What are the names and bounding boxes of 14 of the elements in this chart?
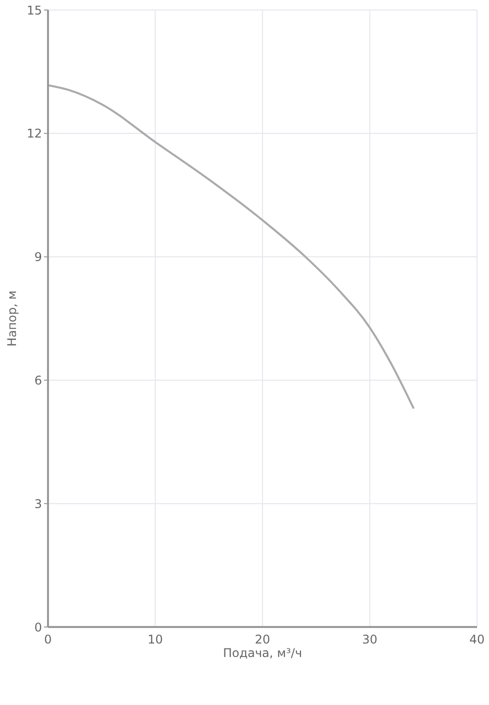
- x-axis-title: Подача, м³/ч: [222, 646, 302, 660]
- x-tick-label: 0: [44, 632, 52, 647]
- y-tick-label: 15: [26, 3, 42, 18]
- x-tick-label: 10: [148, 632, 163, 647]
- y-tick-label: 9: [34, 250, 42, 264]
- x-tick-label: 20: [254, 632, 270, 647]
- x-tick-label: 30: [362, 632, 378, 647]
- y-axis-title: Напор, м: [5, 290, 19, 346]
- y-tick-label: 3: [34, 496, 42, 511]
- y-tick-label: 0: [34, 620, 42, 634]
- x-tick-label: 40: [469, 632, 485, 647]
- line-series: [48, 84, 415, 410]
- y-tick-label: 6: [34, 373, 42, 388]
- y-tick-label: 12: [26, 126, 42, 141]
